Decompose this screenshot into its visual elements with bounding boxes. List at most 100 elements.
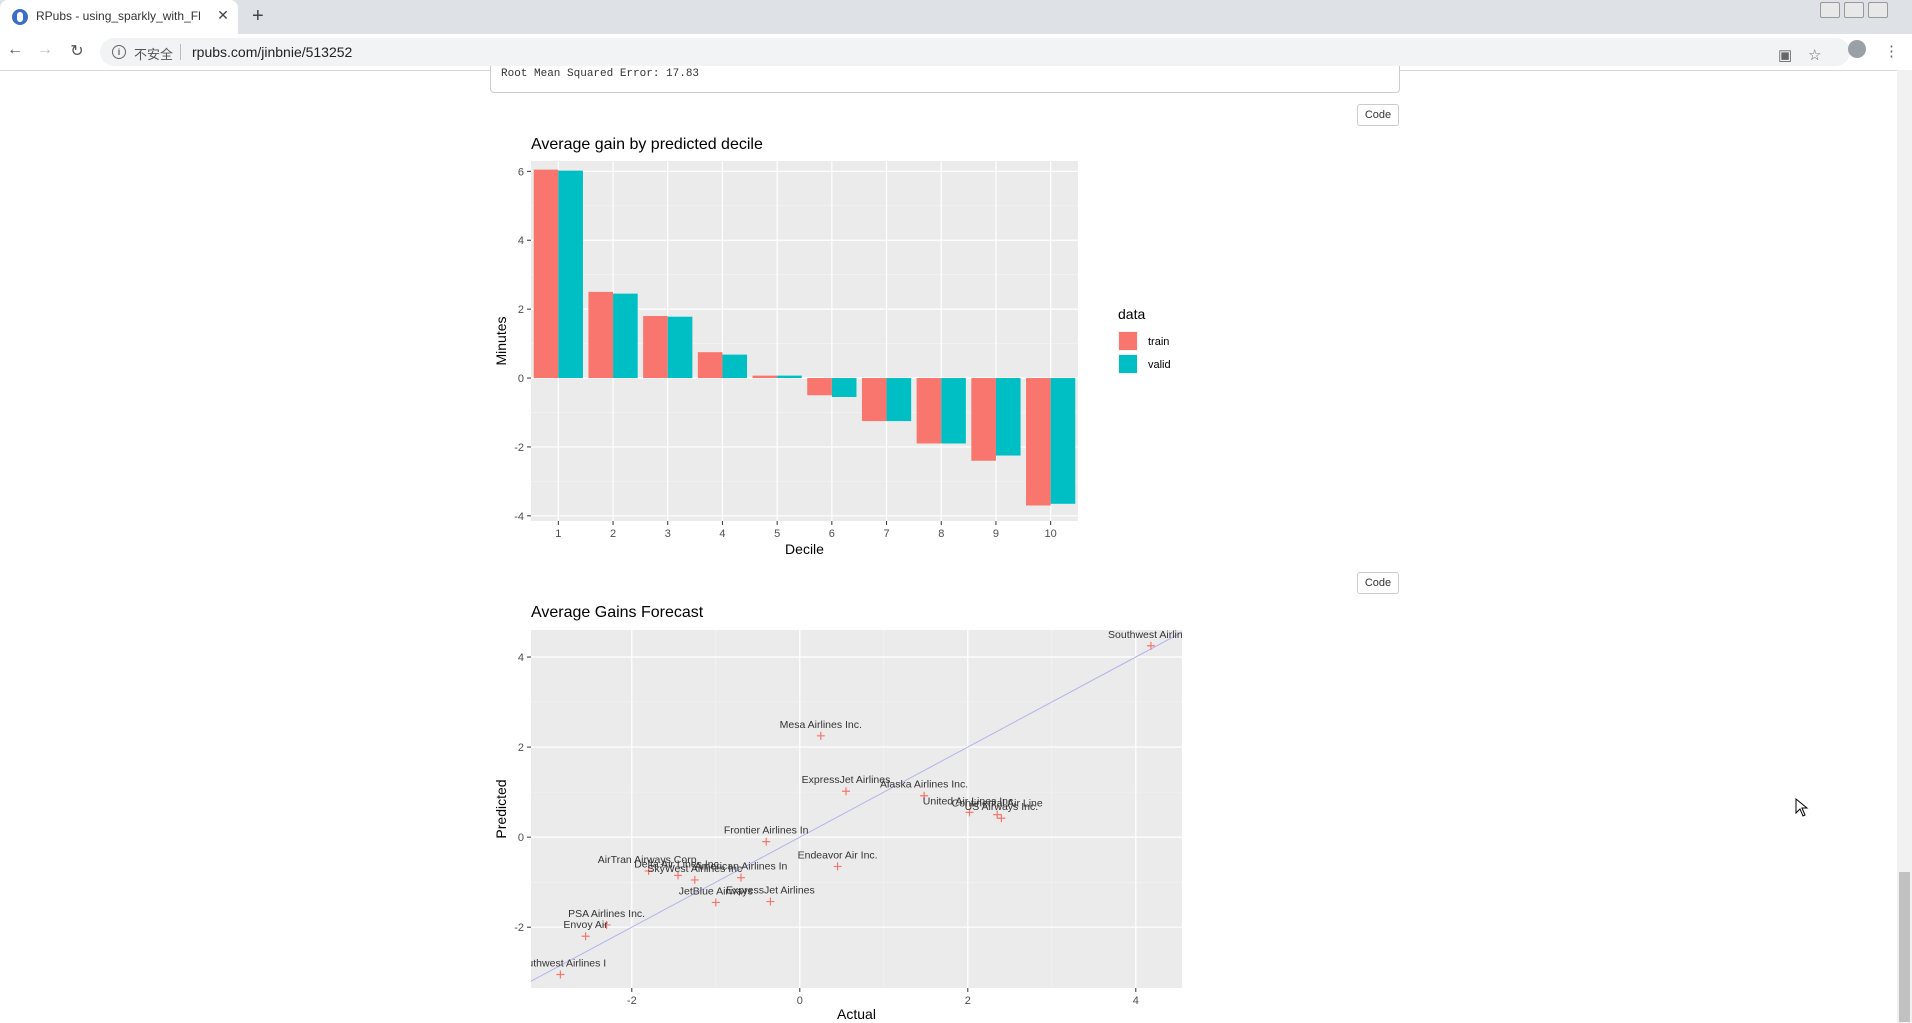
legend-swatch-valid [1119, 355, 1137, 373]
point-label: United Air Lines Inc. [923, 795, 1016, 807]
y-tick-label: 0 [518, 373, 524, 385]
point-label: Southwest Airlines [1108, 629, 1194, 641]
page-scrollbar[interactable] [1897, 70, 1912, 1023]
console-output-text: Root Mean Squared Error: 17.83 [501, 68, 700, 80]
forward-arrow-icon[interactable]: → [37, 41, 53, 58]
bar-train [533, 169, 559, 379]
code-toggle-button[interactable]: Code [1357, 104, 1399, 126]
bar-valid [722, 354, 748, 379]
bar-train [588, 291, 614, 379]
bar-chart: Average gain by predicted decile -4 -2 0 2 4 6… [493, 136, 1171, 557]
x-tick-label: 0 [797, 995, 803, 1007]
data-point [556, 970, 565, 979]
url-text[interactable]: rpubs.com/jinbnie/513252 [192, 44, 353, 60]
bookmark-star-icon[interactable]: ☆ [1808, 47, 1822, 64]
y-tick-label: 2 [518, 742, 524, 754]
mouse-cursor-icon [1795, 798, 1809, 817]
back-arrow-icon[interactable]: ← [7, 41, 23, 58]
y-tick-label: -4 [514, 511, 524, 523]
y-tick-label: -2 [514, 922, 524, 934]
point-label: Alaska Airlines Inc. [880, 779, 968, 791]
data-point [766, 897, 775, 906]
bar-train [752, 375, 778, 379]
bar-train [916, 378, 942, 444]
profile-avatar-icon[interactable] [1848, 40, 1866, 58]
legend-swatch-train [1119, 332, 1137, 350]
bar-valid [777, 375, 802, 379]
data-point [711, 898, 720, 907]
bar-train [807, 378, 832, 396]
x-tick-label: 8 [938, 528, 944, 540]
data-point [674, 871, 682, 880]
x-axis-label: Actual [837, 1006, 876, 1022]
close-window-icon[interactable] [1868, 2, 1888, 18]
point-label: JetBlue Airways [679, 885, 753, 897]
minimize-window-icon[interactable] [1820, 2, 1840, 18]
x-tick-label: 6 [829, 528, 835, 540]
x-tick-label: 10 [1045, 528, 1057, 540]
y-tick-label: 4 [518, 235, 524, 247]
point-label: Envoy Air [563, 919, 608, 931]
data-point [690, 875, 699, 884]
point-label: PSA Airlines Inc. [568, 908, 645, 920]
browser-toolbar: ← → ↻ i 不安全 rpubs.com/jinbnie/513252 ▣ ☆… [0, 34, 1912, 71]
reference-line [531, 631, 1182, 982]
point-label: AirTran Airways Corp. [598, 854, 700, 866]
data-point [833, 862, 842, 871]
x-axis-label: Decile [785, 541, 824, 557]
x-tick-label: 2 [610, 528, 616, 540]
point-label: Endeavor Air Inc. [798, 849, 878, 861]
menu-kebab-icon[interactable]: ⋮ [1884, 43, 1899, 60]
point-label: Mesa Airlines Inc. [780, 719, 862, 731]
point-label: Continental Air Line [952, 798, 1043, 810]
info-icon[interactable]: i [112, 45, 126, 59]
x-tick-label: 5 [774, 528, 780, 540]
scrollbar-thumb[interactable] [1899, 872, 1910, 1022]
bar-valid [1050, 378, 1076, 504]
reload-icon[interactable]: ↻ [70, 43, 84, 60]
close-tab-icon[interactable]: ✕ [217, 7, 229, 23]
data-point [816, 731, 825, 740]
data-point [644, 866, 653, 875]
bar-valid [613, 293, 638, 379]
divider [180, 44, 181, 60]
address-bar[interactable]: i 不安全 rpubs.com/jinbnie/513252 ▣ ☆ [100, 38, 1850, 66]
console-output-box: Root Mean Squared Error: 17.83 [490, 66, 1400, 93]
x-tick-label: 4 [1133, 995, 1139, 1007]
y-tick-label: 6 [518, 166, 524, 178]
new-tab-button[interactable]: + [252, 5, 264, 27]
chart-title: Average gain by predicted decile [531, 136, 763, 153]
data-point [737, 873, 745, 882]
tab-title: RPubs - using_sparkly_with_Fl [36, 9, 201, 23]
data-point [997, 814, 1006, 823]
bar-valid [831, 378, 857, 397]
point-label: Frontier Airlines In [724, 825, 809, 837]
y-tick-label: 4 [518, 652, 524, 664]
legend-label: train [1148, 336, 1169, 348]
data-point [581, 932, 590, 941]
restore-window-icon[interactable] [1844, 2, 1864, 18]
data-point [762, 837, 771, 846]
point-label: US Airways Inc. [965, 801, 1039, 813]
bar-train [697, 352, 723, 379]
browser-tab[interactable]: RPubs - using_sparkly_with_Fl ✕ [0, 0, 238, 34]
y-axis-label: Minutes [493, 316, 509, 365]
x-tick-label: 3 [665, 528, 671, 540]
data-point [965, 808, 974, 817]
translate-icon[interactable]: ▣ [1778, 47, 1793, 64]
y-tick-label: 0 [518, 832, 524, 844]
bar-train [1026, 378, 1051, 506]
bar-train [971, 378, 996, 461]
x-tick-label: 2 [965, 995, 971, 1007]
point-label: SkyWest Airlines Inc [647, 863, 742, 875]
code-toggle-button[interactable]: Code [1357, 572, 1399, 594]
point-label: Delta Air Lines Inc. [634, 858, 722, 870]
x-tick-label: 1 [555, 528, 561, 540]
data-point [842, 787, 850, 796]
data-point [602, 920, 611, 929]
x-tick-label: 4 [719, 528, 725, 540]
tab-bar: RPubs - using_sparkly_with_Fl ✕ + [0, 0, 1912, 34]
x-tick-label: -2 [627, 995, 637, 1007]
bar-valid [886, 378, 912, 422]
point-label: Southwest Airlines I [515, 957, 607, 969]
